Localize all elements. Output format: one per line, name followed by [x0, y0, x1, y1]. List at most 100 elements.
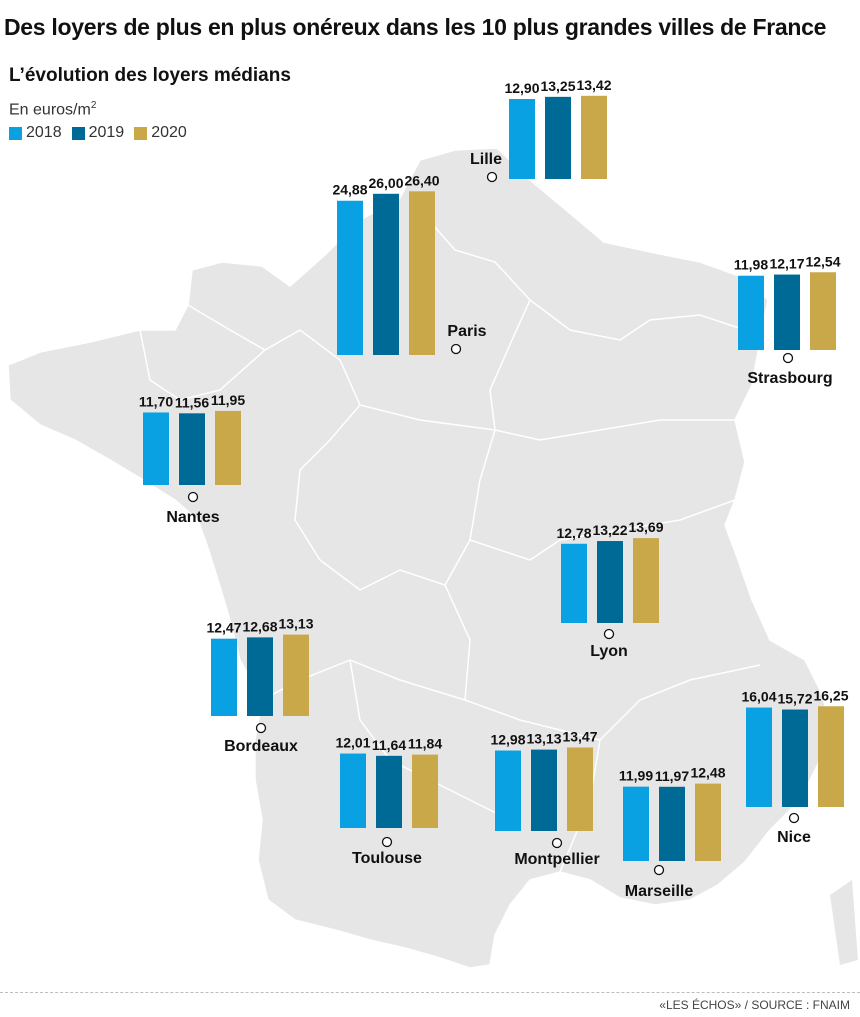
bar-montpellier-2019	[531, 749, 557, 831]
bar-toulouse-2018	[340, 753, 366, 828]
bar-group-toulouse: 12,01 11,64 11,84 Toulouse	[335, 735, 442, 867]
data-label-nice-2020: 16,25	[813, 687, 848, 703]
legend-label-2019: 2019	[88, 124, 125, 141]
bar-bordeaux-2019	[247, 637, 273, 716]
data-label-strasbourg-2020: 12,54	[805, 253, 840, 269]
data-label-toulouse-2018: 12,01	[335, 735, 370, 751]
city-label-lille: Lille	[470, 151, 502, 168]
bar-lyon-2018	[561, 543, 587, 623]
legend-item-2020: 2020	[134, 124, 187, 142]
bar-toulouse-2020	[412, 754, 438, 828]
data-label-strasbourg-2019: 12,17	[769, 256, 804, 272]
chart-subtitle: L’évolution des loyers médians	[9, 65, 291, 86]
city-marker-toulouse	[381, 836, 393, 848]
city-label-nice: Nice	[777, 829, 811, 846]
unit-exponent: 2	[90, 100, 97, 111]
data-label-toulouse-2020: 11,84	[408, 736, 442, 752]
city-marker-bordeaux	[255, 722, 267, 734]
data-label-strasbourg-2018: 11,98	[734, 257, 768, 273]
bar-nantes-2019	[179, 413, 205, 485]
bar-group-paris: 24,88 26,00 26,40 Paris	[332, 172, 487, 355]
city-marker-montpellier	[551, 837, 563, 849]
bar-bordeaux-2020	[283, 634, 309, 716]
unit-prefix: En euros/m	[9, 101, 91, 119]
bar-nice-2019	[782, 709, 808, 807]
bar-strasbourg-2019	[774, 274, 800, 350]
bar-strasbourg-2018	[738, 275, 764, 350]
data-label-montpellier-2018: 12,98	[490, 732, 525, 748]
bar-nice-2018	[746, 707, 772, 807]
bar-lille-2019	[545, 96, 571, 179]
bar-lille-2018	[509, 99, 535, 179]
bar-montpellier-2018	[495, 750, 521, 831]
city-label-marseille: Marseille	[625, 883, 694, 900]
bar-group-nantes: 11,70 11,56 11,95 Nantes	[139, 392, 245, 526]
data-label-lille-2019: 13,25	[540, 78, 575, 94]
data-label-lyon-2018: 12,78	[556, 525, 591, 541]
bar-montpellier-2020	[567, 747, 593, 831]
data-label-nice-2018: 16,04	[741, 689, 776, 705]
footer-divider	[0, 992, 860, 993]
city-marker-marseille	[653, 864, 665, 876]
bar-marseille-2018	[623, 786, 649, 861]
data-label-nantes-2019: 11,56	[175, 394, 209, 410]
city-label-montpellier: Montpellier	[514, 851, 599, 868]
city-marker-nice	[788, 812, 800, 824]
legend-item-2018: 2018	[9, 124, 62, 142]
bar-nantes-2018	[143, 412, 169, 485]
data-label-bordeaux-2020: 13,13	[278, 616, 313, 632]
legend-swatch-2020	[134, 126, 148, 140]
data-label-lille-2020: 13,42	[576, 77, 611, 93]
city-label-paris: Paris	[447, 323, 486, 340]
bar-group-marseille: 11,99 11,97 12,48 Marseille	[619, 765, 726, 900]
city-label-toulouse: Toulouse	[352, 850, 422, 867]
bar-strasbourg-2020	[810, 272, 836, 350]
legend-label-2020: 2020	[151, 124, 187, 141]
data-label-bordeaux-2019: 12,68	[242, 618, 277, 634]
data-label-nice-2019: 15,72	[777, 691, 812, 707]
bar-paris-2020	[409, 191, 435, 355]
city-label-lyon: Lyon	[590, 643, 628, 660]
bar-nice-2020	[818, 706, 844, 807]
corsica-hint	[830, 880, 858, 965]
data-label-nantes-2020: 11,95	[211, 392, 245, 408]
bar-toulouse-2019	[376, 755, 402, 828]
data-label-paris-2018: 24,88	[332, 182, 367, 198]
bar-marseille-2019	[659, 786, 685, 861]
data-label-bordeaux-2018: 12,47	[206, 620, 241, 636]
city-marker-nantes	[187, 491, 199, 503]
bar-paris-2019	[373, 193, 399, 355]
data-label-lyon-2019: 13,22	[592, 522, 627, 538]
bar-group-strasbourg: 11,98 12,17 12,54 Strasbourg	[734, 253, 841, 387]
bar-lyon-2020	[633, 538, 659, 623]
data-label-montpellier-2020: 13,47	[562, 728, 597, 744]
unit-label: En euros/m2	[9, 100, 96, 119]
bar-paris-2018	[337, 200, 363, 355]
city-marker-paris	[450, 343, 462, 355]
city-marker-strasbourg	[782, 352, 794, 364]
bar-lyon-2019	[597, 541, 623, 623]
data-label-lyon-2020: 13,69	[628, 519, 663, 535]
bar-group-bordeaux: 12,47 12,68 13,13 Bordeaux	[206, 616, 313, 755]
data-label-marseille-2020: 12,48	[690, 765, 725, 781]
bar-group-lille: 12,90 13,25 13,42 Lille	[470, 77, 612, 183]
bar-group-nice: 16,04 15,72 16,25 Nice	[741, 687, 848, 846]
legend: 2018 2019 2020	[9, 124, 187, 142]
city-marker-lyon	[603, 628, 615, 640]
bar-groups: 12,90 13,25 13,42 Lille 24,88 26,00 26,40 Paris…	[139, 77, 849, 900]
source-credit: «LES ÉCHOS» / SOURCE : FNAIM	[659, 998, 850, 1012]
city-label-strasbourg: Strasbourg	[747, 370, 832, 387]
city-label-bordeaux: Bordeaux	[224, 738, 298, 755]
data-label-paris-2019: 26,00	[368, 175, 403, 191]
data-label-lille-2018: 12,90	[504, 80, 539, 96]
bar-group-lyon: 12,78 13,22 13,69 Lyon	[556, 519, 663, 660]
data-label-marseille-2019: 11,97	[655, 768, 689, 784]
data-label-marseille-2018: 11,99	[619, 768, 653, 784]
chart-title: Des loyers de plus en plus onéreux dans …	[4, 14, 827, 40]
bar-group-montpellier: 12,98 13,13 13,47 Montpellier	[490, 728, 599, 868]
city-marker-lille	[486, 171, 498, 183]
legend-label-2018: 2018	[26, 124, 62, 141]
bar-marseille-2020	[695, 783, 721, 861]
city-label-nantes: Nantes	[166, 509, 219, 526]
